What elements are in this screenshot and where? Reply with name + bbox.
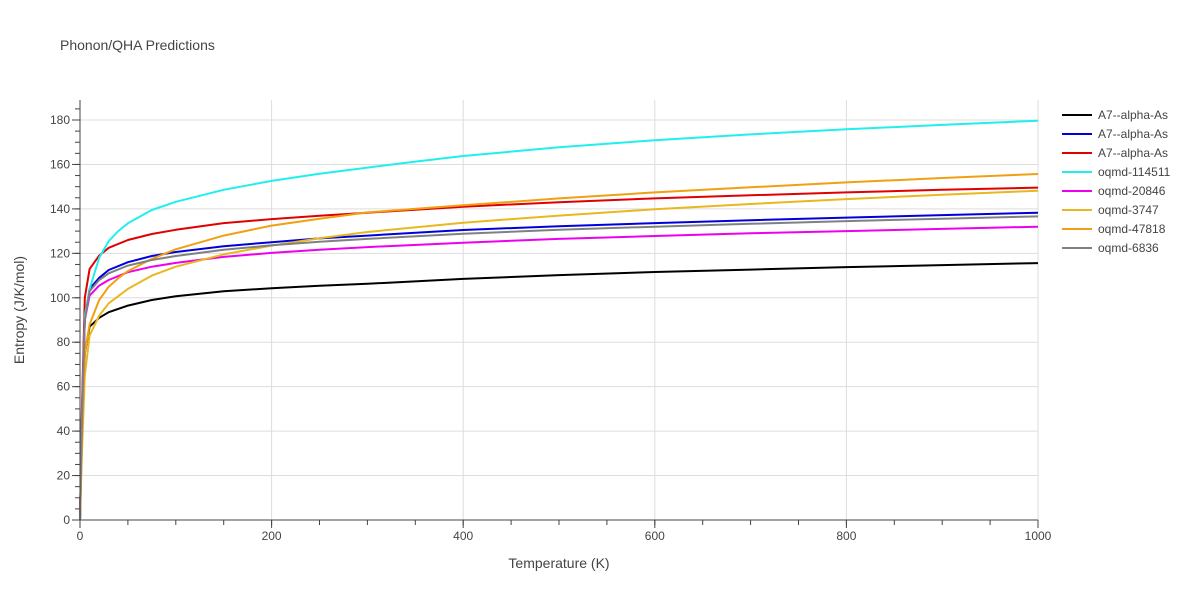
legend-label-3: oqmd-114511 bbox=[1098, 165, 1171, 179]
legend-label-4: oqmd-20846 bbox=[1098, 184, 1166, 198]
y-tick-label: 180 bbox=[50, 113, 70, 127]
y-tick-label: 80 bbox=[57, 335, 71, 349]
y-tick-label: 120 bbox=[50, 246, 70, 260]
y-tick-label: 160 bbox=[50, 157, 70, 171]
legend-label-6: oqmd-47818 bbox=[1098, 222, 1166, 236]
legend: A7--alpha-As A7--alpha-As A7--alpha-As oqmd… bbox=[1062, 108, 1171, 255]
series-line-7 bbox=[79, 215, 1039, 521]
x-tick-label: 600 bbox=[645, 529, 665, 543]
x-axis-label: Temperature (K) bbox=[508, 555, 609, 571]
y-tick-label: 60 bbox=[57, 380, 71, 394]
x-tick-label: 0 bbox=[77, 529, 84, 543]
series-line-1 bbox=[79, 211, 1039, 521]
chart-title: Phonon/QHA Predictions bbox=[60, 37, 215, 53]
legend-label-5: oqmd-3747 bbox=[1098, 203, 1159, 217]
axes: 0 200 400 600 800 1000 0 20 40 60 80 100 120 140 160 18… bbox=[50, 100, 1052, 543]
grid bbox=[80, 100, 1039, 520]
legend-label-0: A7--alpha-As bbox=[1098, 108, 1168, 122]
y-tick-label: 100 bbox=[50, 291, 70, 305]
series-layer bbox=[79, 119, 1039, 521]
legend-label-2: A7--alpha-As bbox=[1098, 146, 1168, 160]
series-line-6 bbox=[79, 173, 1039, 521]
series-line-2 bbox=[79, 186, 1039, 521]
series-line-4 bbox=[79, 225, 1039, 521]
x-tick-label: 800 bbox=[836, 529, 856, 543]
y-tick-label: 40 bbox=[57, 424, 71, 438]
x-tick-label: 200 bbox=[262, 529, 282, 543]
y-tick-label: 140 bbox=[50, 202, 70, 216]
y-tick-label: 20 bbox=[57, 469, 71, 483]
y-axis-label: Entropy (J/K/mol) bbox=[11, 256, 27, 364]
series-line-5 bbox=[79, 189, 1039, 521]
legend-label-1: A7--alpha-As bbox=[1098, 127, 1168, 141]
x-tick-label: 1000 bbox=[1025, 529, 1052, 543]
x-tick-label: 400 bbox=[453, 529, 473, 543]
legend-label-7: oqmd-6836 bbox=[1098, 241, 1159, 255]
y-tick-label: 0 bbox=[63, 513, 70, 527]
series-line-3 bbox=[79, 119, 1039, 521]
series-line-0 bbox=[79, 262, 1039, 521]
